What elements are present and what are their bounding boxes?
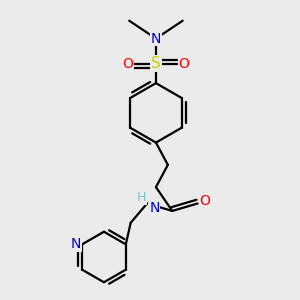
Text: N: N bbox=[149, 201, 160, 215]
Text: N: N bbox=[71, 237, 81, 251]
Text: H: H bbox=[136, 191, 146, 204]
Text: N: N bbox=[151, 32, 161, 46]
Text: O: O bbox=[179, 57, 190, 71]
Text: S: S bbox=[151, 56, 161, 71]
Text: O: O bbox=[200, 194, 210, 208]
Text: O: O bbox=[122, 57, 133, 71]
